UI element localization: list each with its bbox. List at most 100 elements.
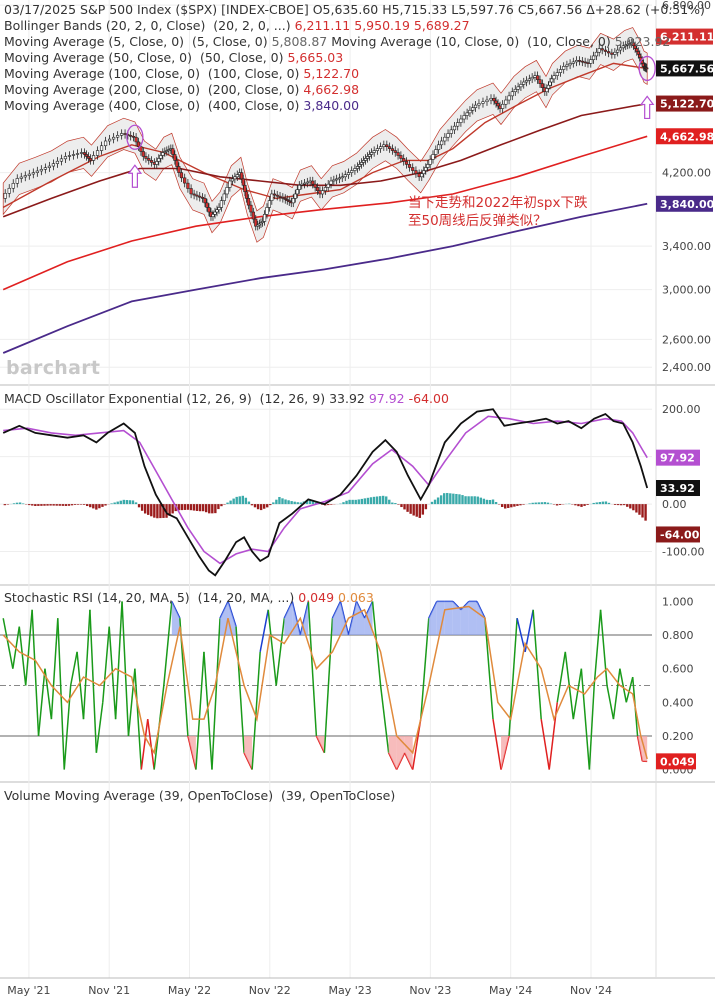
macd-histogram-bar	[153, 504, 156, 518]
candle-down	[173, 154, 177, 161]
stoch-oversold-fill	[396, 735, 405, 770]
candle-up	[31, 172, 35, 175]
macd-histogram-bar	[330, 504, 333, 505]
ma100-line	[2, 102, 648, 218]
candle-down	[177, 166, 181, 173]
candle-up	[99, 145, 104, 151]
candle-up	[225, 187, 229, 195]
stoch-k-segment	[69, 651, 78, 686]
price-value-box	[656, 28, 713, 45]
candle-down	[240, 172, 244, 180]
macd-histogram-bar	[305, 500, 309, 505]
macd-histogram-bar	[198, 504, 202, 512]
macd-histogram-bar	[238, 496, 241, 505]
candle-down	[136, 141, 141, 148]
macd-histogram-bar	[510, 504, 513, 508]
macd-histogram-bar	[601, 501, 605, 505]
stoch-k-segment	[420, 618, 430, 720]
candle-up	[343, 174, 347, 178]
candle-up	[533, 75, 537, 78]
candle-up	[167, 149, 171, 151]
candle-up	[424, 167, 428, 171]
candle-up	[507, 95, 511, 101]
stoch-k-segment	[259, 609, 269, 653]
macd-histogram-bar	[385, 496, 388, 505]
macd-histogram-bar	[580, 504, 583, 507]
stoch-overbought-fill	[284, 601, 293, 636]
candle-down	[246, 198, 251, 206]
stoch-k-segment	[508, 618, 518, 737]
macd-histogram-bar	[31, 504, 34, 506]
x-tick-label: Nov '23	[409, 984, 451, 997]
macd-value-label: 33.92	[660, 482, 695, 495]
macd-histogram-bar	[470, 496, 473, 505]
macd-histogram-bar	[67, 504, 71, 506]
candle-up	[353, 168, 357, 171]
stoch-k-segment	[593, 609, 602, 686]
stoch-oversold-fill	[404, 735, 413, 770]
price-value-label: 5,122.70	[660, 98, 715, 111]
macd-histogram-bar	[86, 504, 89, 507]
candle-down	[287, 200, 291, 203]
x-tick-label: Nov '21	[88, 984, 130, 997]
price-value-box	[656, 60, 713, 77]
stoch-k-segment	[275, 618, 285, 686]
macd-histogram-bar	[183, 504, 187, 510]
macd-histogram-bar	[162, 504, 165, 518]
stoch-oversold-fill	[316, 735, 325, 753]
ma200-legend: Moving Average (200, Close, 0) (200, Clo…	[4, 82, 360, 97]
candle-up	[308, 180, 312, 183]
candle-down	[311, 180, 315, 185]
candle-down	[88, 158, 93, 161]
candle-up	[357, 164, 362, 167]
stoch-k-segment	[134, 668, 143, 770]
stoch-k-segment	[140, 719, 149, 770]
stoch-rsi-legend: Stochastic RSI (14, 20, MA, 5) (14, 20, …	[4, 590, 374, 605]
candle-up	[431, 154, 435, 160]
macd-histogram-bar	[34, 504, 37, 506]
candle-down	[278, 195, 282, 198]
stoch-overbought-fill	[428, 601, 437, 636]
x-tick-label: May '21	[7, 984, 50, 997]
stoch-k-segment	[251, 651, 261, 770]
stoch-k-segment	[532, 609, 542, 720]
candle-up	[7, 187, 11, 194]
candle-up	[326, 183, 330, 188]
candle-up	[35, 170, 39, 173]
macd-histogram-bar	[504, 504, 507, 509]
macd-histogram-bar	[391, 502, 394, 505]
macd-histogram-bar	[629, 504, 632, 509]
macd-histogram-bar	[253, 504, 257, 508]
x-tick-label: May '22	[168, 984, 211, 997]
candle-down	[636, 51, 640, 55]
candle-down	[275, 194, 279, 197]
candle-up	[359, 162, 364, 165]
macd-histogram-bar	[360, 498, 364, 505]
candle-up	[367, 154, 372, 157]
candle-up	[79, 152, 84, 154]
candle-down	[577, 60, 582, 62]
stoch-oversold-fill	[637, 735, 643, 762]
macd-histogram-bar	[433, 499, 437, 505]
macd-histogram-bar	[311, 501, 315, 505]
candle-up	[379, 146, 383, 149]
candle-up	[465, 112, 469, 116]
candle-down	[186, 182, 190, 189]
candle-down	[393, 150, 397, 153]
stoch-y-tick: 0.600	[662, 663, 694, 676]
candle-up	[267, 200, 271, 208]
candle-down	[402, 158, 406, 162]
candle-down	[131, 135, 136, 138]
candle-up	[591, 55, 596, 60]
candle-up	[47, 165, 51, 168]
candle-up	[522, 81, 526, 85]
macd-histogram-bar	[345, 500, 348, 505]
macd-histogram-bar	[635, 504, 638, 513]
candle-down	[496, 103, 500, 107]
candle-up	[365, 156, 370, 159]
candle-up	[473, 104, 478, 108]
stoch-y-tick: 1.000	[662, 595, 694, 608]
macd-histogram-bar	[156, 504, 159, 519]
candle-up	[211, 214, 215, 217]
macd-histogram-bar	[137, 504, 141, 508]
